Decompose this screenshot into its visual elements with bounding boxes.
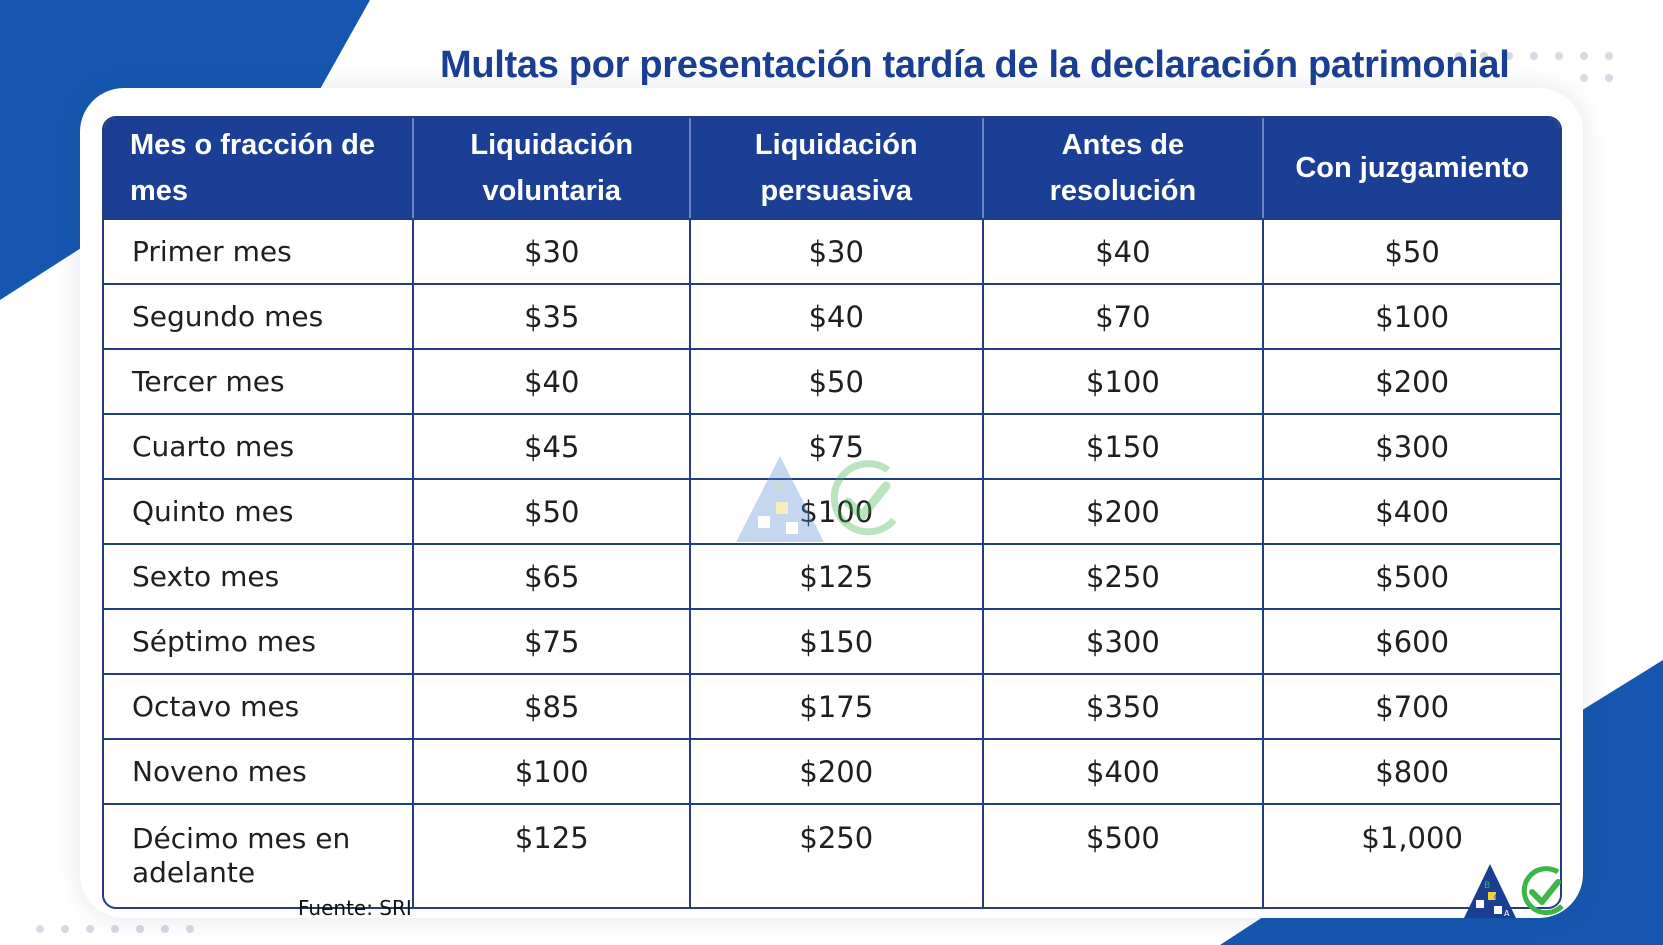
month-cell: Décimo mes en adelante	[104, 803, 415, 907]
table-row: Séptimo mes $75 $150 $300 $600	[104, 608, 1560, 673]
value-cell: $50	[414, 478, 692, 543]
value-cell: $40	[414, 348, 692, 413]
table-row: Tercer mes $40 $50 $100 $200	[104, 348, 1560, 413]
svg-text:C: C	[1494, 893, 1500, 902]
month-cell: Segundo mes	[104, 283, 415, 348]
value-cell: $200	[1264, 348, 1560, 413]
value-cell: $200	[983, 478, 1265, 543]
value-cell: $800	[1264, 738, 1560, 803]
table-row: Sexto mes $65 $125 $250 $500	[104, 543, 1560, 608]
table-row: Segundo mes $35 $40 $70 $100	[104, 283, 1560, 348]
header-with-judgment: Con juzgamiento	[1264, 118, 1560, 218]
decorative-dots-bottom-left	[36, 925, 194, 933]
value-cell: $100	[1264, 283, 1560, 348]
value-cell: $150	[691, 608, 984, 673]
value-cell: $300	[983, 608, 1265, 673]
table-row: Quinto mes $50 $100 $200 $400	[104, 478, 1560, 543]
value-cell: $100	[691, 478, 984, 543]
value-cell: $300	[1264, 413, 1560, 478]
value-cell: $400	[983, 738, 1265, 803]
table-row: Décimo mes en adelante $125 $250 $500 $1…	[104, 803, 1560, 907]
value-cell: $70	[983, 283, 1265, 348]
table-row: Octavo mes $85 $175 $350 $700	[104, 673, 1560, 738]
table-row: Primer mes $30 $30 $40 $50	[104, 218, 1560, 283]
brand-logo: B C A	[1462, 858, 1572, 926]
month-cell: Cuarto mes	[104, 413, 415, 478]
month-cell: Primer mes	[104, 218, 415, 283]
value-cell: $500	[983, 803, 1265, 907]
table-row: Cuarto mes $45 $75 $150 $300	[104, 413, 1560, 478]
value-cell: $400	[1264, 478, 1560, 543]
header-month: Mes o fracción de mes	[104, 118, 415, 218]
value-cell: $45	[414, 413, 692, 478]
value-cell: $175	[691, 673, 984, 738]
value-cell: $350	[983, 673, 1265, 738]
value-cell: $125	[414, 803, 692, 907]
value-cell: $500	[1264, 543, 1560, 608]
month-cell: Séptimo mes	[104, 608, 415, 673]
value-cell: $75	[414, 608, 692, 673]
value-cell: $65	[414, 543, 692, 608]
header-before-resolution: Antes de resolución	[983, 118, 1265, 218]
month-cell: Noveno mes	[104, 738, 415, 803]
value-cell: $40	[691, 283, 984, 348]
month-cell: Sexto mes	[104, 543, 415, 608]
value-cell: $35	[414, 283, 692, 348]
value-cell: $50	[1264, 218, 1560, 283]
table-row: Noveno mes $100 $200 $400 $800	[104, 738, 1560, 803]
svg-text:A: A	[1504, 909, 1510, 918]
value-cell: $600	[1264, 608, 1560, 673]
source-note: Fuente: SRI	[298, 896, 412, 920]
value-cell: $85	[414, 673, 692, 738]
page-title: Multas por presentación tardía de la dec…	[440, 44, 1510, 86]
decorative-dots-top-right	[1455, 52, 1613, 82]
table-header-row: Mes o fracción de mes Liquidación volunt…	[104, 118, 1560, 218]
refresh-check-icon: B C A	[1464, 864, 1564, 918]
month-cell: Tercer mes	[104, 348, 415, 413]
value-cell: $250	[691, 803, 984, 907]
header-voluntary: Liquidación voluntaria	[414, 118, 692, 218]
value-cell: $40	[983, 218, 1265, 283]
svg-text:B: B	[774, 480, 784, 496]
month-cell: Quinto mes	[104, 478, 415, 543]
watermark-logo: B	[730, 450, 930, 554]
value-cell: $700	[1264, 673, 1560, 738]
fines-table: Mes o fracción de mes Liquidación volunt…	[102, 116, 1562, 909]
value-cell: $125	[691, 543, 984, 608]
month-cell: Octavo mes	[104, 673, 415, 738]
value-cell: $100	[983, 348, 1265, 413]
content-card	[80, 88, 1583, 918]
value-cell: $250	[983, 543, 1265, 608]
value-cell: $50	[691, 348, 984, 413]
value-cell: $100	[414, 738, 692, 803]
value-cell: $200	[691, 738, 984, 803]
value-cell: $1,000	[1264, 803, 1560, 907]
pyramid-logo-icon: B	[736, 456, 897, 542]
svg-text:B: B	[1484, 881, 1490, 891]
header-persuasive: Liquidación persuasiva	[691, 118, 984, 218]
value-cell: $30	[414, 218, 692, 283]
value-cell: $30	[691, 218, 984, 283]
value-cell: $75	[691, 413, 984, 478]
value-cell: $150	[983, 413, 1265, 478]
